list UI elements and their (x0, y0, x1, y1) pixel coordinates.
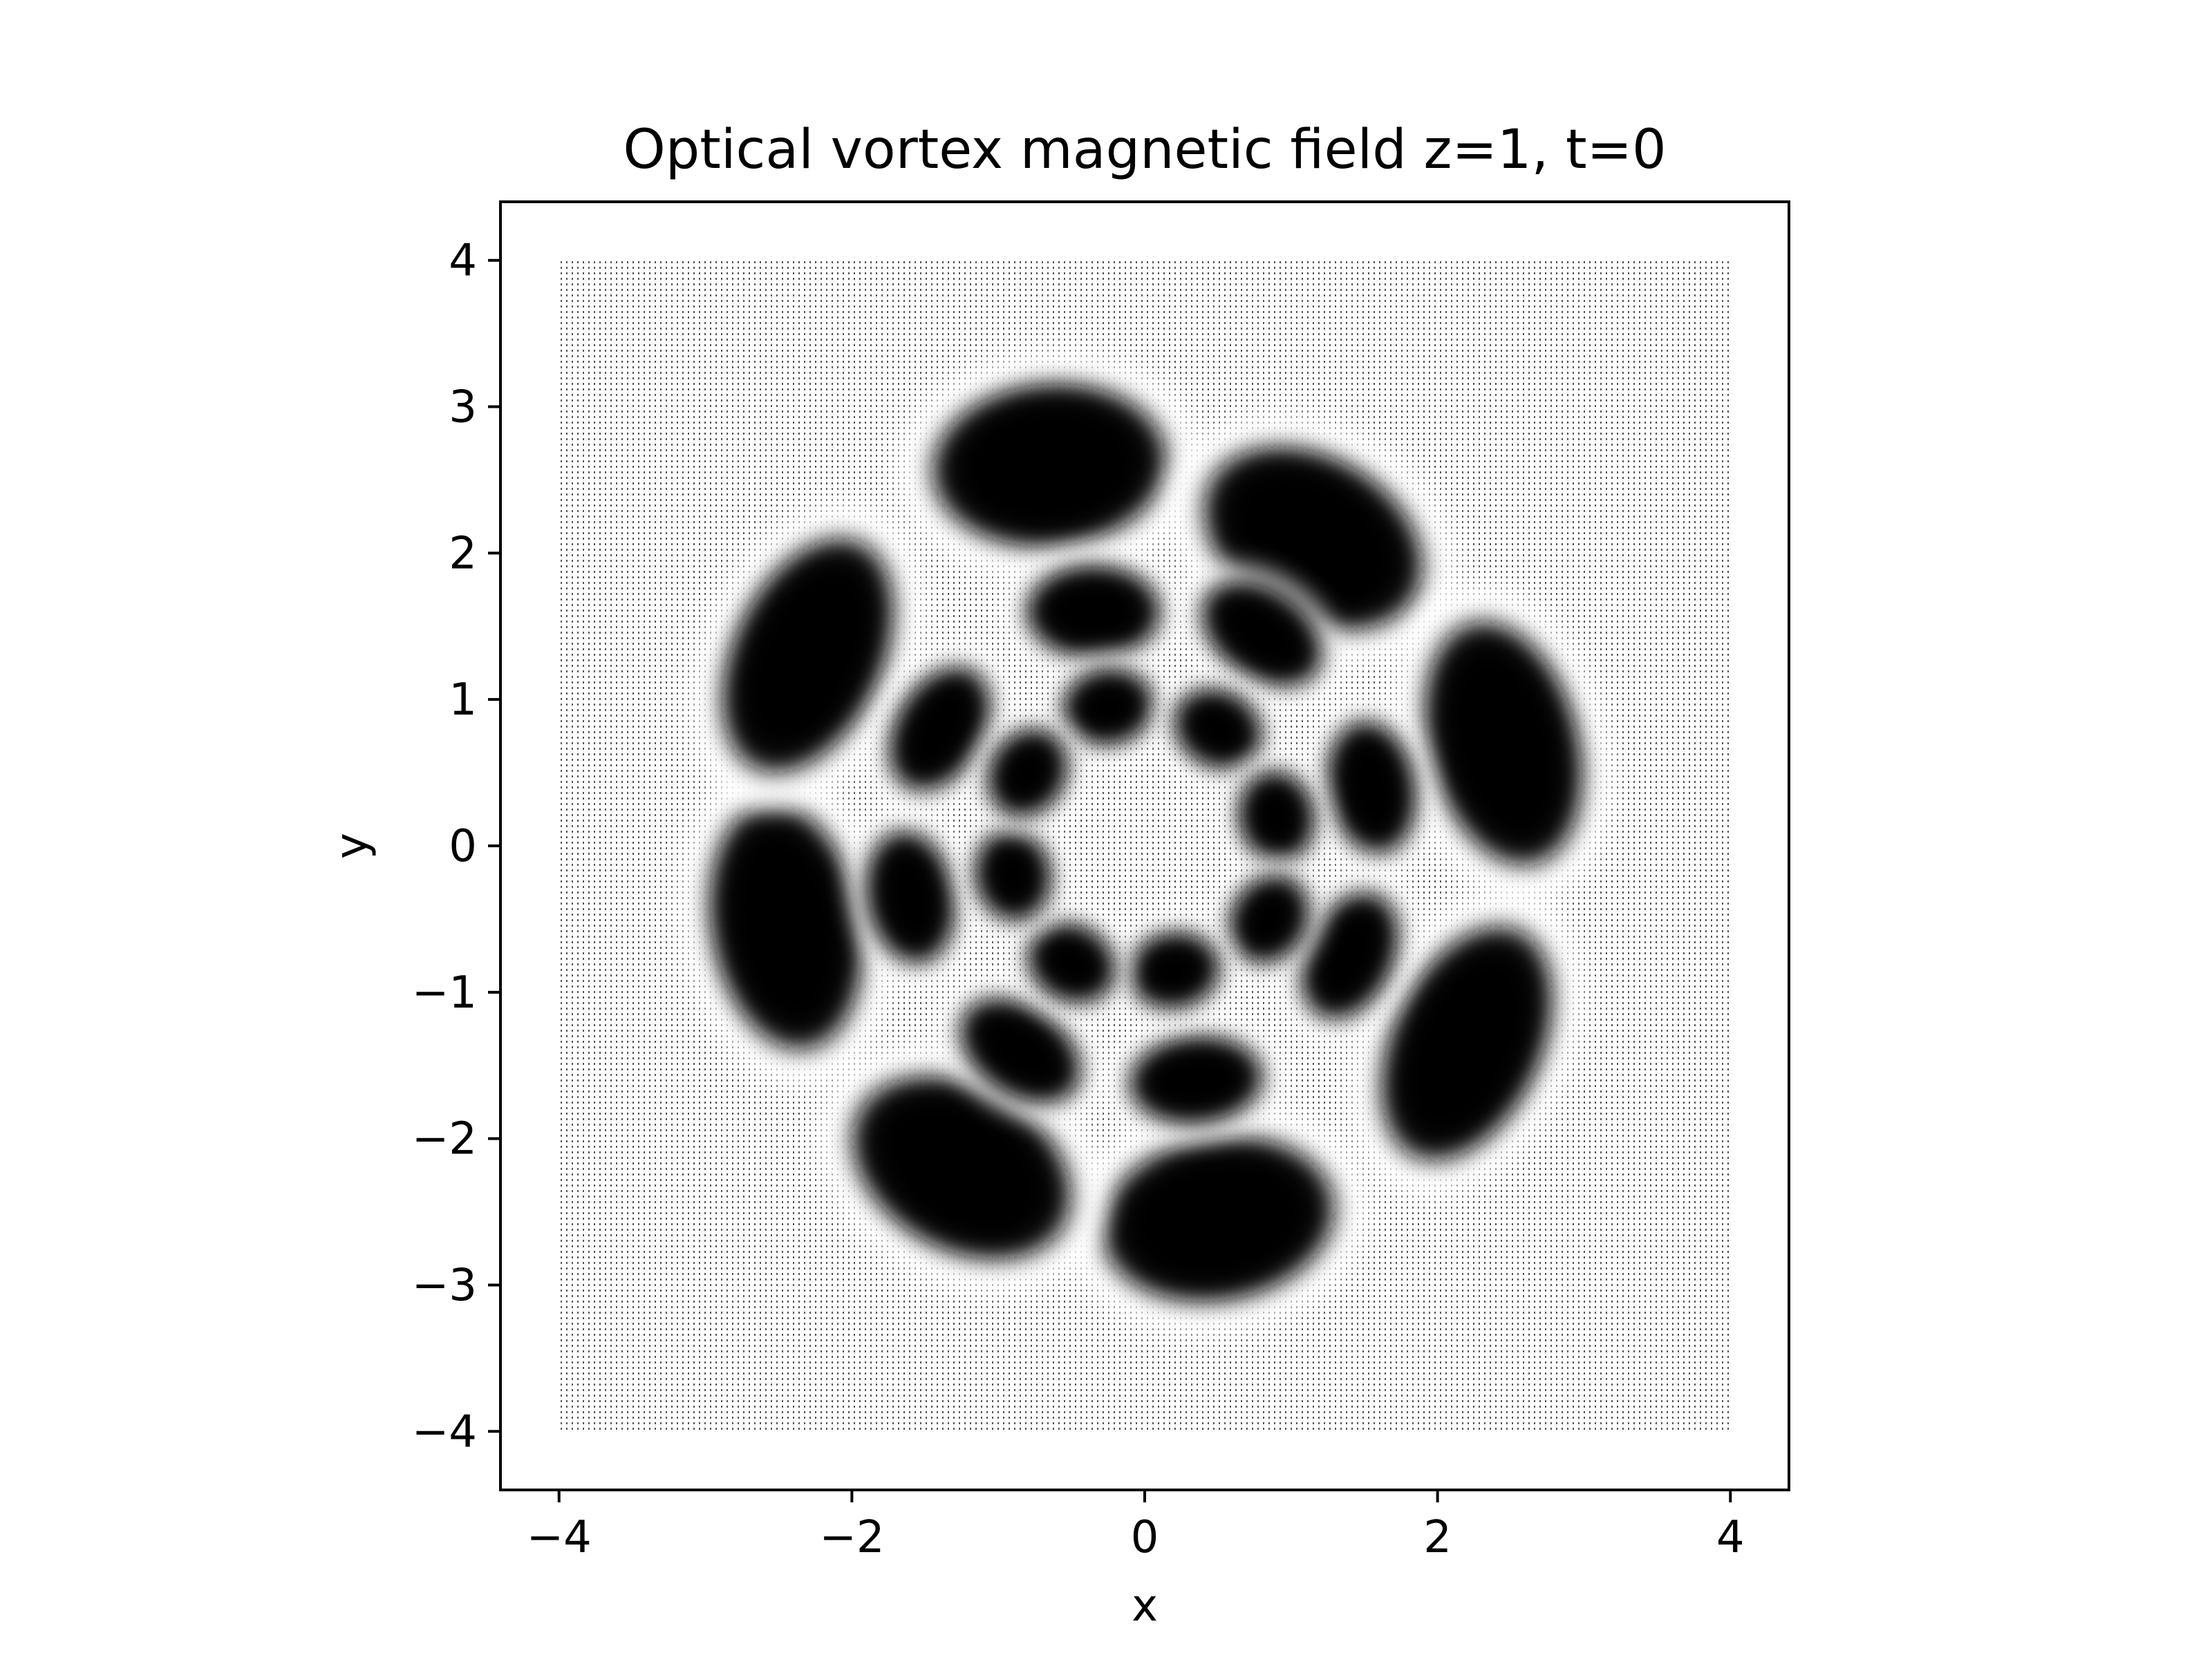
y-axis-label: y (326, 833, 377, 859)
field-lobe (899, 354, 1199, 577)
y-tick-label: −3 (412, 1260, 477, 1311)
x-tick-label: −4 (527, 1512, 592, 1563)
field-lobe (944, 983, 1097, 1118)
field-lobe (1397, 587, 1610, 900)
field-lobe (1017, 912, 1126, 1014)
y-tick-label: 0 (449, 821, 477, 872)
x-tick-label: −2 (819, 1512, 884, 1563)
y-tick-label: 4 (449, 236, 477, 287)
field-lobe (1218, 865, 1320, 974)
field-lobe (1009, 551, 1178, 672)
x-tick-label: 4 (1716, 1512, 1745, 1563)
field-lobe (977, 718, 1078, 827)
x-tick-label: 2 (1423, 1512, 1452, 1563)
chart-title: Optical vortex magnetic field z=1, t=0 (623, 119, 1666, 181)
field-lobe (694, 504, 922, 806)
field-lobe (1118, 921, 1230, 1019)
field-lobe (1228, 760, 1326, 873)
y-tick-label: 3 (449, 382, 477, 433)
field-lobe (1112, 1023, 1280, 1137)
x-axis-label: x (1132, 1580, 1158, 1632)
y-tick-label: −4 (412, 1406, 477, 1457)
field-lobes (682, 354, 1610, 1332)
x-tick-label: 0 (1131, 1512, 1159, 1563)
y-tick-label: −2 (412, 1114, 477, 1165)
field-lobe (1052, 658, 1165, 756)
x-ticks: −4 −2 0 2 4 (527, 1490, 1745, 1563)
field-lobe (1185, 566, 1338, 701)
field-lobe (1313, 703, 1430, 871)
field-lobe (874, 650, 1004, 807)
field-lobe (852, 813, 968, 981)
field-lobe (682, 768, 890, 1084)
field-lobe (1353, 893, 1581, 1194)
field-lobe (964, 819, 1062, 932)
y-tick-label: 1 (449, 674, 477, 726)
y-ticks: −4 −3 −2 −1 0 1 2 3 4 (412, 236, 500, 1457)
y-tick-label: −1 (412, 967, 477, 1019)
field-lobe (1163, 678, 1273, 780)
y-tick-label: 2 (449, 528, 477, 579)
field-lobe (1069, 1106, 1367, 1332)
